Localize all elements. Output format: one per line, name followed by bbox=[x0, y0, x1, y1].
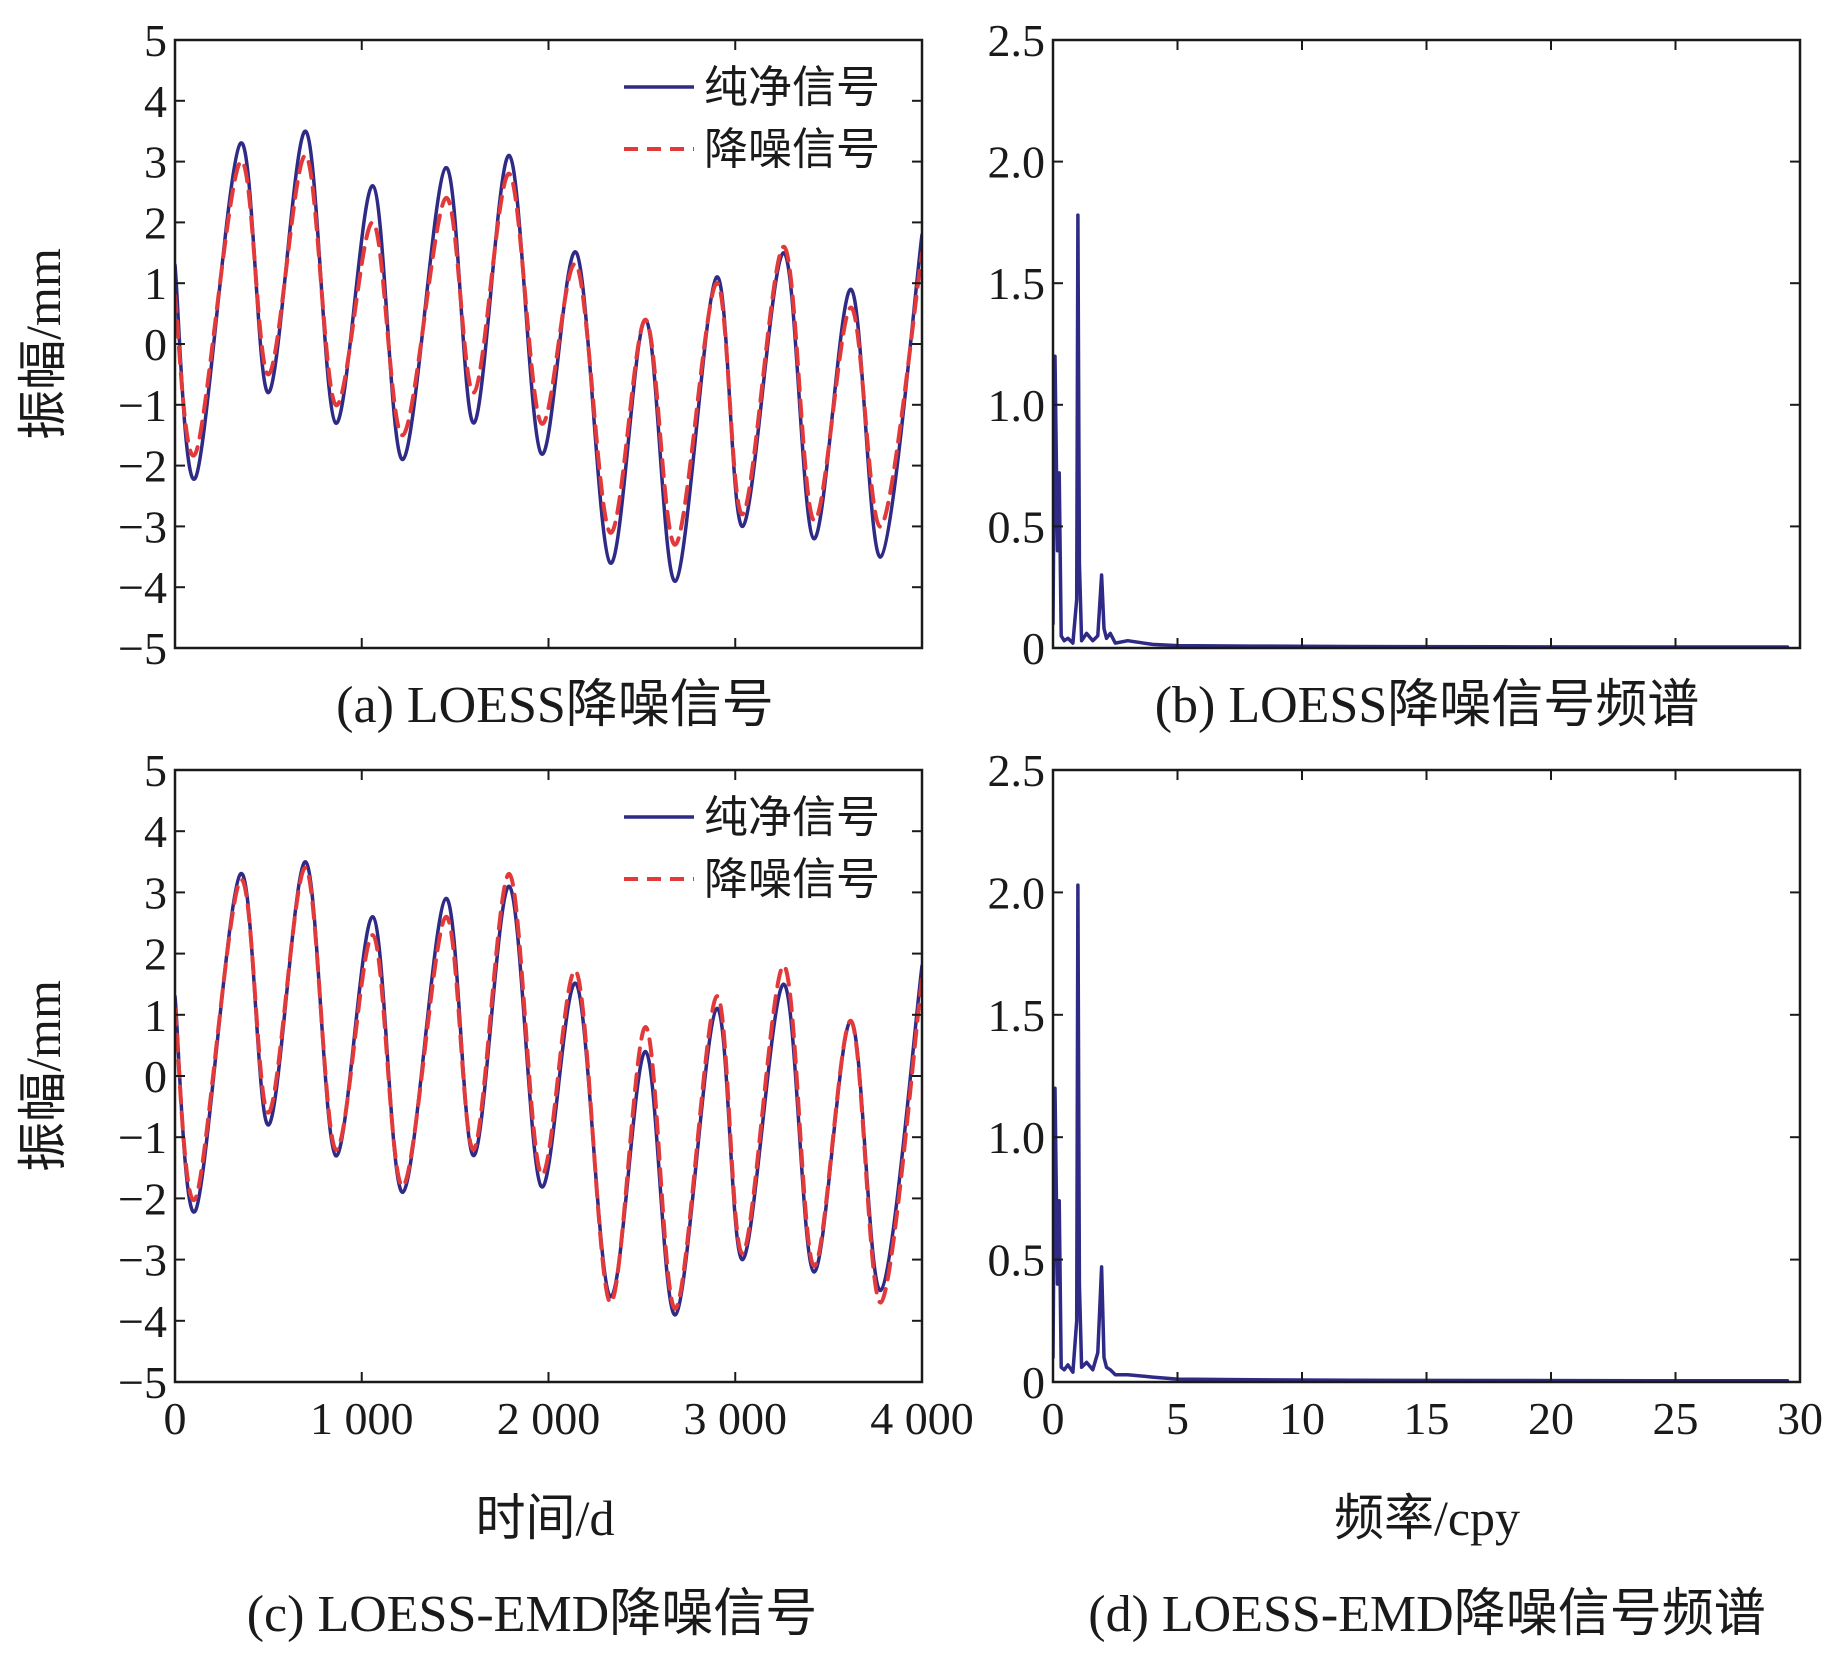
y-tick-label: 2.5 bbox=[988, 15, 1046, 66]
denoised-signal-line bbox=[175, 865, 922, 1311]
plot-area bbox=[1053, 883, 1790, 1382]
y-tick-label: 2 bbox=[144, 197, 167, 248]
plot-area bbox=[1053, 213, 1790, 648]
y-tick-label: 0 bbox=[144, 1051, 167, 1102]
y-tick-label: 5 bbox=[144, 745, 167, 796]
y-tick-label: 1.5 bbox=[988, 990, 1046, 1041]
x-tick-label: 0 bbox=[1042, 1393, 1065, 1444]
y-tick-label: 0.5 bbox=[988, 1235, 1046, 1286]
plot-frame bbox=[1051, 768, 1802, 1384]
y-axis-title: 振幅/mm bbox=[15, 248, 71, 440]
spectrum-line bbox=[1053, 213, 1790, 648]
clean-signal-line bbox=[175, 860, 922, 1317]
x-tick-label: 4 000 bbox=[870, 1393, 974, 1444]
x-tick-label: 1 000 bbox=[310, 1393, 414, 1444]
y-tick-label: 3 bbox=[144, 137, 167, 188]
y-tick-label: 0 bbox=[1022, 1357, 1045, 1408]
x-tick-label: 25 bbox=[1653, 1393, 1699, 1444]
x-tick-label: 15 bbox=[1404, 1393, 1450, 1444]
panel-caption: (d) LOESS-EMD降噪信号频谱 bbox=[1088, 1586, 1765, 1643]
x-tick-label: 10 bbox=[1279, 1393, 1325, 1444]
y-tick-label: 1.5 bbox=[988, 258, 1046, 309]
y-tick-label: −5 bbox=[118, 623, 167, 674]
panel-b: 0 0.5 1.0 1.5 2.0 2.5 (b) LOESS降噪信号频谱 bbox=[988, 15, 1802, 734]
x-tick-label: 0 bbox=[164, 1393, 187, 1444]
y-tick-label: 4 bbox=[144, 806, 167, 857]
x-axis-title: 频率/cpy bbox=[1334, 1490, 1520, 1546]
y-tick-label: 0 bbox=[1022, 623, 1045, 674]
legend-label: 降噪信号 bbox=[704, 855, 880, 904]
panel-caption: (c) LOESS-EMD降噪信号 bbox=[247, 1586, 818, 1643]
y-axis-title: 振幅/mm bbox=[15, 980, 71, 1172]
legend-label: 纯净信号 bbox=[704, 63, 880, 112]
x-tick-label: 30 bbox=[1777, 1393, 1823, 1444]
y-tick-label: 4 bbox=[144, 76, 167, 127]
x-tick-label: 20 bbox=[1528, 1393, 1574, 1444]
x-tick-label: 5 bbox=[1166, 1393, 1189, 1444]
x-tick-label: 3 000 bbox=[684, 1393, 788, 1444]
y-tick-label: 0 bbox=[144, 319, 167, 370]
y-tick-label: 2.0 bbox=[988, 867, 1046, 918]
y-tick-label: 1.0 bbox=[988, 380, 1046, 431]
y-tick-label: −4 bbox=[118, 562, 167, 613]
plot-area bbox=[175, 129, 922, 583]
denoised-signal-line bbox=[175, 153, 922, 547]
panel-caption: (a) LOESS降噪信号 bbox=[336, 677, 774, 734]
y-tick-label: 1 bbox=[144, 258, 167, 309]
y-tick-label: −3 bbox=[118, 1235, 167, 1286]
legend-label: 降噪信号 bbox=[704, 125, 880, 174]
panel-c: 0 1 000 2 000 3 000 4 000 −5 −4 −3 −2 −1 0 1 2 3 4 5 振幅/… bbox=[15, 745, 974, 1643]
y-tick-label: 2 bbox=[144, 929, 167, 980]
y-tick-label: 2.0 bbox=[988, 137, 1046, 188]
y-tick-label: 0.5 bbox=[988, 501, 1046, 552]
y-tick-label: −4 bbox=[118, 1296, 167, 1347]
y-tick-label: 5 bbox=[144, 15, 167, 66]
panel-d: 0 5 10 15 20 25 30 0 0.5 1.0 1.5 2.0 2.5 频率/cpy (d) LO… bbox=[988, 745, 1824, 1643]
y-tick-label: −3 bbox=[118, 501, 167, 552]
y-tick-label: −5 bbox=[118, 1357, 167, 1408]
x-tick-label: 2 000 bbox=[497, 1393, 601, 1444]
y-tick-label: 3 bbox=[144, 867, 167, 918]
plot-area bbox=[175, 860, 922, 1317]
panel-caption: (b) LOESS降噪信号频谱 bbox=[1155, 677, 1700, 734]
x-axis-title: 时间/d bbox=[476, 1490, 615, 1546]
y-tick-label: 1 bbox=[144, 990, 167, 1041]
spectrum-line bbox=[1053, 883, 1790, 1382]
y-tick-label: −2 bbox=[118, 1173, 167, 1224]
y-tick-label: 2.5 bbox=[988, 745, 1046, 796]
y-tick-label: −1 bbox=[118, 1112, 167, 1163]
plot-frame bbox=[1051, 38, 1802, 650]
y-tick-label: −2 bbox=[118, 441, 167, 492]
y-tick-label: 1.0 bbox=[988, 1112, 1046, 1163]
y-tick-label: −1 bbox=[118, 380, 167, 431]
legend-label: 纯净信号 bbox=[704, 793, 880, 842]
panel-a: −5 −4 −3 −2 −1 0 1 2 3 4 5 振幅/mm (a) LOESS降噪信号 纯净信号降噪… bbox=[15, 15, 924, 734]
